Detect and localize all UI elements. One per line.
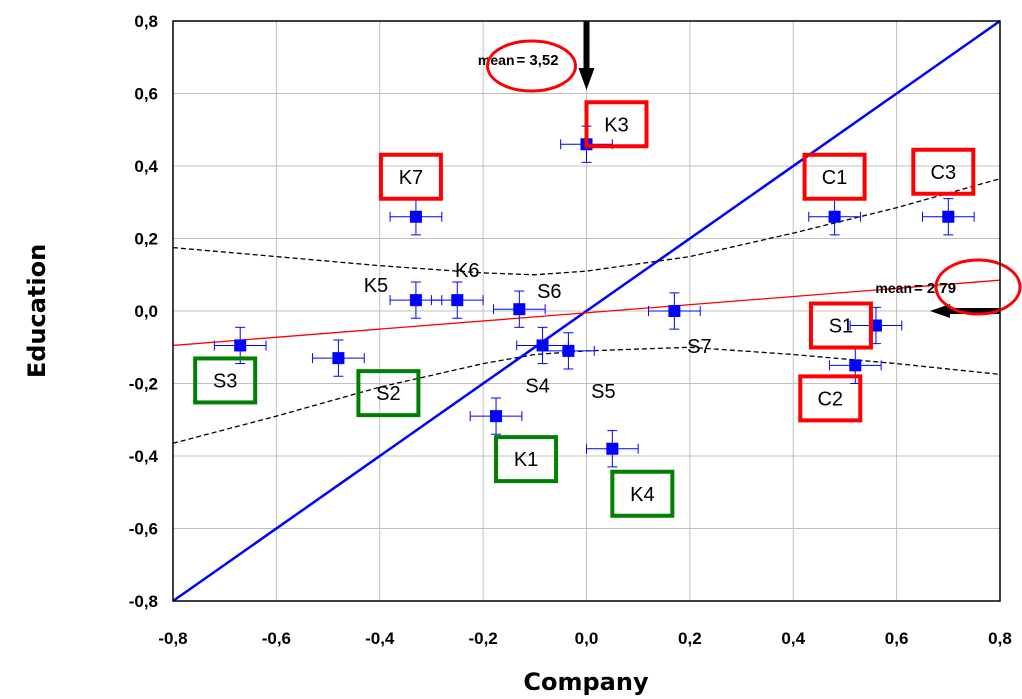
axis-ticks: -0,8 -0,6 -0,4 -0,2 0,0 0,2 0,4 0,6 0,8 0,8 0,6 0,4… (129, 12, 1012, 648)
red-highlight-box (798, 374, 863, 423)
point-label: K3 (604, 114, 628, 136)
data-point (409, 210, 422, 223)
y-tick-label: 0,4 (134, 157, 158, 176)
data-point (942, 210, 955, 223)
green-highlight-box (193, 356, 258, 405)
x-tick-label: -0,6 (262, 629, 291, 648)
red-highlight-box (802, 152, 867, 201)
mean-arrow-head (930, 304, 950, 318)
x-tick-label: 0,6 (885, 629, 909, 648)
x-tick-label: 0,0 (575, 629, 599, 648)
point-label: S6 (537, 281, 561, 303)
green-highlight-box (610, 469, 675, 518)
point-labels: K3 K7 C1 C3 K5 K6 S6 S7 S1 C2 S3 S2 S4 S5 K1 K4 (193, 100, 976, 518)
x-axis-title: Company (523, 668, 649, 696)
y-tick-label: -0,4 (129, 447, 159, 466)
mean-arrow-head (578, 68, 595, 90)
diagonal-line (172, 19, 1001, 603)
red-highlight-box (378, 152, 443, 201)
data-point (490, 410, 503, 423)
regression-line (172, 279, 1001, 347)
y-tick-label: 0,8 (134, 12, 158, 31)
point-label: K1 (514, 449, 538, 471)
x-tick-label: -0,4 (365, 629, 395, 648)
data-point (668, 305, 681, 317)
point-label: S3 (213, 370, 237, 392)
data-point (332, 352, 345, 365)
point-label: S1 (829, 316, 853, 338)
point-label: S5 (591, 381, 615, 403)
data-point (451, 294, 464, 307)
y-tick-label: 0,6 (134, 85, 158, 104)
green-highlight-box (494, 435, 559, 484)
red-highlight-box (808, 301, 873, 350)
red-highlight-box (911, 147, 976, 196)
data-point (849, 359, 862, 372)
data-point (513, 303, 526, 316)
y-axis-title: Education (23, 244, 51, 378)
green-highlight-box (356, 369, 421, 418)
data-point (536, 339, 549, 352)
y-tick-label: -0,8 (129, 592, 158, 611)
point-label: C3 (931, 162, 957, 184)
x-tick-label: 0,2 (678, 629, 702, 648)
data-point (409, 294, 422, 307)
y-tick-label: -0,6 (129, 520, 158, 539)
red-highlight-box (584, 100, 649, 149)
point-label: K7 (399, 167, 423, 189)
point-label: K5 (364, 275, 388, 297)
point-label: S7 (687, 336, 711, 358)
y-tick-label: 0,0 (134, 302, 158, 321)
point-label: S4 (525, 375, 549, 397)
mean-highlight-circle (486, 39, 577, 93)
mean-label: mean (478, 52, 515, 68)
mean-highlight-circle (934, 258, 1022, 316)
plot-frame (172, 20, 1001, 602)
confidence-band (172, 178, 1001, 444)
point-label: C2 (817, 388, 843, 410)
point-label: S2 (376, 383, 400, 405)
mean-label: mean (875, 280, 912, 296)
point-label: K6 (455, 260, 479, 282)
data-point (562, 344, 575, 357)
trend-lines (172, 19, 1001, 603)
data-point (828, 210, 841, 223)
point-label: C1 (822, 167, 848, 189)
mean-value: = 3,52 (517, 52, 559, 69)
data-points (234, 138, 955, 455)
y-tick-label: -0,2 (129, 375, 158, 394)
x-tick-label: -0,8 (158, 629, 187, 648)
x-tick-label: 0,8 (988, 629, 1012, 648)
confidence-band-lower (172, 346, 1001, 444)
error-bars (213, 125, 975, 468)
x-tick-label: 0,4 (781, 629, 805, 648)
point-label: K4 (630, 484, 654, 506)
x-tick-label: -0,2 (468, 629, 497, 648)
y-tick-label: 0,2 (134, 230, 158, 249)
data-point (606, 442, 619, 455)
data-point (234, 339, 247, 352)
confidence-band-upper (172, 178, 1001, 276)
